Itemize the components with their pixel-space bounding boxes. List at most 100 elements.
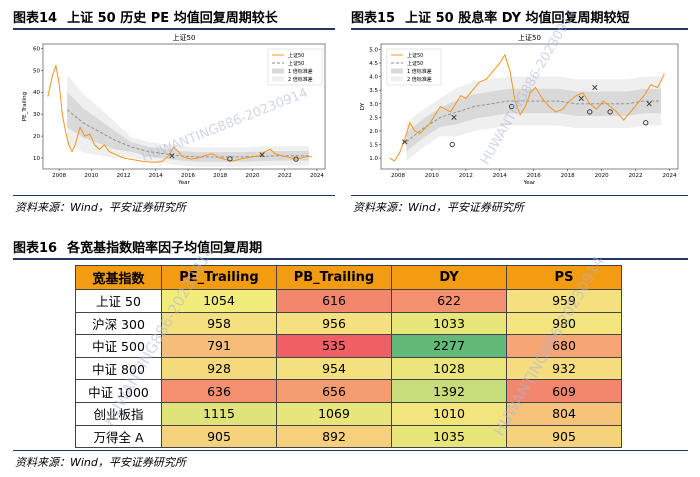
x-axis-label: Year: [177, 180, 190, 186]
x-marker: [578, 95, 584, 101]
header-dy: DY: [391, 265, 507, 290]
table-cell: 680: [506, 334, 622, 358]
table-cell: 656: [276, 379, 392, 403]
circle-marker: [509, 103, 515, 110]
chart-title: 上证50: [173, 33, 196, 42]
table-cell: 928: [161, 356, 277, 381]
x-tick-label: 2014: [149, 173, 163, 179]
y-tick-label: 40: [33, 90, 40, 96]
row-label: 上证 50: [75, 289, 162, 313]
fig15-title: 图表15 上证 50 股息率 DY 均值回复周期较短: [351, 7, 630, 26]
y-axis-label: PE_Trailing: [22, 92, 28, 121]
table-cell: 959: [506, 289, 622, 313]
header-ps: PS: [506, 265, 622, 290]
fig16-title-rule: [13, 258, 688, 260]
x-marker: [592, 84, 598, 91]
legend-swatch: [272, 76, 284, 82]
band-1sd: [67, 92, 309, 162]
fig14-source: 资料来源：Wind，平安证券研究所: [15, 201, 186, 214]
x-tick-label: 2012: [117, 173, 131, 179]
mean-line: [406, 100, 662, 143]
table-cell: 932: [506, 356, 622, 381]
y-tick-label: 2.5: [369, 115, 378, 121]
table-cell: 980: [506, 311, 622, 336]
table-cell: 636: [161, 379, 277, 403]
fig15-source-rule: [351, 195, 688, 196]
circle-marker: [643, 120, 649, 126]
circle-marker: [227, 156, 233, 162]
fig16-title: 图表16 各宽基指数赔率因子均值回复周期: [13, 237, 262, 256]
y-tick-label: 60: [33, 46, 40, 52]
row-label: 万得全 A: [75, 424, 162, 449]
table-cell: 956: [276, 311, 392, 336]
plot-frame: [42, 43, 326, 170]
table-cell: 1392: [391, 379, 507, 403]
table-cell: 804: [506, 401, 622, 426]
table-row: 中证 500 791 535 2277 680: [75, 334, 622, 358]
legend-swatch: [272, 68, 284, 74]
table-cell: 1033: [391, 311, 507, 336]
x-tick-label: 2024: [663, 173, 677, 179]
row-label: 中证 500: [75, 334, 162, 358]
y-tick-label: 1.0: [369, 156, 378, 162]
header-pb: PB_Trailing: [276, 265, 392, 290]
legend-label: 1 倍标准差: [407, 68, 432, 75]
table-cell: 1010: [391, 401, 507, 426]
series-line: [389, 53, 665, 162]
row-label: 中证 800: [75, 356, 162, 381]
table-cell: 622: [391, 289, 507, 313]
legend-label: 1 倍标准差: [288, 68, 313, 75]
y-tick-label: 1.5: [369, 143, 378, 149]
header-pe: PE_Trailing: [161, 265, 277, 290]
table-row: 沪深 300 958 956 1033 980: [75, 311, 622, 336]
x-marker: [259, 152, 265, 158]
table-cell: 958: [161, 311, 277, 336]
y-tick-label: 3.0: [369, 102, 378, 108]
fig15-number: 图表15: [351, 11, 396, 26]
x-marker: [451, 114, 457, 120]
x-marker: [402, 139, 408, 145]
x-tick-label: 2016: [181, 173, 195, 179]
circle-marker: [293, 156, 299, 162]
dy-chart: 上证50 2008 2010 2012 2014 2016 2018 2020 2022 2024…: [360, 33, 679, 186]
y-axis-label: DY: [360, 102, 366, 110]
row-label: 沪深 300: [75, 311, 162, 336]
table-header-row: 宽基指数 PE_Trailing PB_Trailing DY PS: [75, 265, 622, 290]
circle-marker: [607, 109, 613, 115]
x-tick-label: 2010: [84, 173, 98, 179]
table-cell: 905: [506, 424, 622, 449]
table-row: 创业板指 1115 1069 1010 804: [75, 401, 622, 426]
table-cell: 905: [161, 424, 277, 449]
table-cell: 1028: [391, 356, 507, 381]
table-cell: 791: [161, 334, 277, 358]
fig15-title-text: 上证 50 股息率 DY 均值回复周期较短: [405, 11, 630, 26]
fig16-title-text: 各宽基指数赔率因子均值回复周期: [67, 241, 263, 256]
table-row: 中证 800 928 954 1028 932: [75, 356, 622, 381]
y-tick-label: 4.5: [369, 61, 378, 67]
table-cell: 2277: [391, 334, 507, 358]
table-cell: 616: [276, 289, 392, 313]
fig14-title-rule: [13, 28, 335, 30]
x-tick-label: 2022: [629, 173, 643, 179]
table-row: 上证 50 1054 616 622 959: [75, 289, 622, 313]
y-tick-label: 30: [33, 112, 40, 118]
legend-swatch: [391, 68, 403, 74]
x-tick-label: 2016: [527, 173, 541, 179]
table-cell: 1035: [391, 424, 507, 449]
table-row: 中证 1000 636 656 1392 609: [75, 379, 622, 403]
fig14-title: 图表14 上证 50 历史 PE 均值回复周期较长: [13, 7, 278, 26]
y-tick-label: 20: [33, 134, 40, 140]
row-label: 创业板指: [75, 401, 162, 426]
x-tick-label: 2008: [391, 173, 405, 179]
circle-marker: [449, 141, 455, 148]
table-cell: 1054: [161, 289, 277, 313]
fig14-title-text: 上证 50 历史 PE 均值回复周期较长: [67, 11, 278, 26]
x-tick-label: 2008: [52, 173, 66, 179]
table-row: 万得全 A 905 892 1035 905: [75, 424, 622, 449]
factor-table: 宽基指数 PE_Trailing PB_Trailing DY PS 上证 50…: [75, 265, 622, 449]
x-tick-label: 2014: [493, 173, 507, 179]
table-cell: 954: [276, 356, 392, 381]
x-tick-label: 2022: [278, 173, 292, 179]
plot-frame: [380, 43, 679, 170]
mean-line: [66, 109, 309, 158]
